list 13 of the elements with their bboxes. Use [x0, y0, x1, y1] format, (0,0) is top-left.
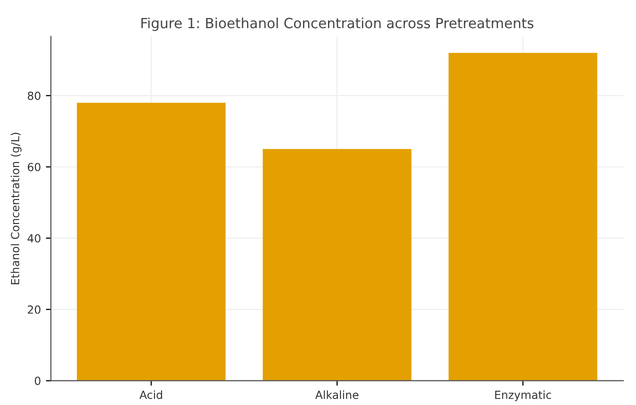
y-tick-label: 80: [28, 92, 40, 100]
bar: [262, 149, 412, 381]
x-tick-label: Enzymatic: [495, 390, 552, 402]
bar: [448, 52, 598, 381]
x-tick-label: Acid: [139, 390, 162, 400]
bar: [76, 102, 226, 381]
y-axis-title: Ethanol Concentration (g/L): [10, 132, 22, 284]
x-tick-label: Alkaline: [315, 390, 358, 400]
y-tick-label: 40: [28, 234, 40, 243]
y-tick-label: 0: [34, 376, 40, 386]
y-tick-label: 20: [28, 305, 40, 314]
chart-title: Figure 1: Bioethanol Concentration across Pretreatments: [141, 18, 534, 32]
y-tick-label: 60: [28, 162, 40, 172]
